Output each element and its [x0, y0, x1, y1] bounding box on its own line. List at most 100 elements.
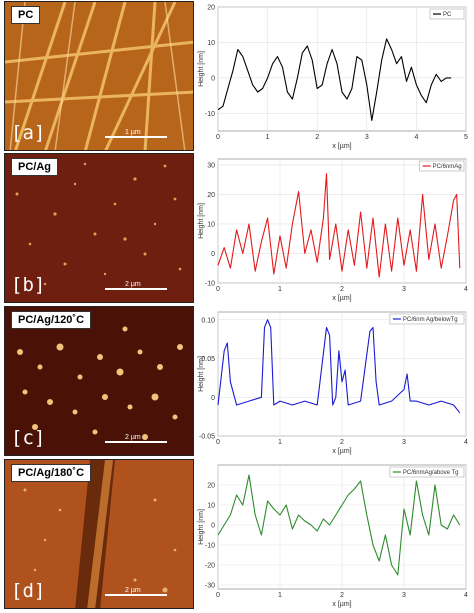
y-tick-label: -20: [205, 563, 215, 570]
y-tick-label: 10: [207, 221, 215, 228]
x-tick-label: 1: [278, 439, 282, 446]
series-line: [217, 319, 461, 414]
x-tick-label: 0: [216, 134, 220, 141]
x-tick-label: 0: [216, 286, 220, 293]
legend: PC/6nmAg: [419, 160, 465, 172]
height-profile-plot-b: 0 1 2 3 4 -10 0 10 20 30 x [µm] Height [nm] PC/6nmAg: [196, 153, 474, 303]
scale-bar: [105, 441, 167, 443]
row-a: PC [a] 1 µm 0 1 2 3 4 5 -10 0 10 20 x [µm] Height […: [0, 1, 474, 151]
x-tick-label: 0: [216, 592, 220, 599]
sample-tag: PC/Ag: [11, 158, 58, 176]
x-tick-label: 2: [315, 134, 319, 141]
legend: PC: [429, 8, 465, 20]
chart-svg: 0 1 2 3 4 -30 -20 -10 0 10 20 x [µm] Height [nm] PC/6…: [198, 464, 468, 608]
afm-image-a: PC [a] 1 µm: [4, 1, 194, 151]
x-axis-label: x [µm]: [332, 601, 351, 608]
x-tick-label: 4: [464, 286, 468, 293]
panel-letter: [a]: [11, 122, 46, 144]
afm-image-b: PC/Ag [b] 2 µm: [4, 153, 194, 303]
series-line: [217, 474, 461, 576]
x-axis-label: x [µm]: [332, 295, 351, 302]
y-tick-label: -10: [205, 281, 215, 288]
scale-bar: [105, 136, 167, 138]
afm-texture-b: [5, 154, 193, 302]
x-tick-label: 2: [340, 286, 344, 293]
x-tick-label: 2: [340, 592, 344, 599]
y-tick-label: 20: [207, 5, 215, 12]
x-tick-label: 1: [278, 592, 282, 599]
legend-label: PC/6nm Ag/belowTg: [403, 317, 458, 323]
y-axis-label: Height [nm]: [198, 509, 205, 545]
legend: PC/6nmAg/above Tg: [389, 466, 465, 478]
legend-box: [429, 8, 465, 20]
x-tick-label: 3: [365, 134, 369, 141]
x-axis-label: x [µm]: [332, 448, 351, 455]
legend-label: PC/6nmAg/above Tg: [403, 470, 459, 476]
y-tick-label: -10: [205, 111, 215, 118]
scale-label: 1 µm: [125, 129, 141, 136]
x-tick-label: 4: [464, 592, 468, 599]
series-line: [217, 173, 461, 278]
y-tick-label: -30: [205, 583, 215, 590]
series-line: [217, 38, 452, 121]
legend-box: [419, 160, 465, 172]
y-tick-label: 0.05: [201, 356, 215, 363]
sample-tag: PC: [11, 6, 41, 24]
scale-label: 2 µm: [125, 434, 141, 441]
scale-label: 2 µm: [125, 281, 141, 288]
x-tick-label: 4: [464, 439, 468, 446]
afm-texture-d: [5, 460, 193, 608]
x-tick-label: 1: [278, 286, 282, 293]
height-profile-plot-d: 0 1 2 3 4 -30 -20 -10 0 10 20 x [µm] Height [nm] PC/6…: [196, 459, 474, 609]
legend-box: [389, 313, 465, 325]
x-tick-label: 1: [266, 134, 270, 141]
height-profile-plot-c: 0 1 2 3 4 -0.05 0 0.05 0.10 x [µm] Height [nm] PC/6…: [196, 306, 474, 456]
afm-texture-a: [5, 2, 193, 150]
legend-label: PC/6nmAg: [433, 164, 462, 170]
chart-svg: 0 1 2 3 4 5 -10 0 10 20 x [µm] Height [nm] PC: [198, 5, 468, 151]
x-tick-label: 3: [402, 592, 406, 599]
x-tick-label: 3: [402, 439, 406, 446]
sample-tag: PC/Ag/180˚C: [11, 464, 92, 482]
x-tick-label: 4: [414, 134, 418, 141]
afm-image-c: PC/Ag/120˚C [c] 2 µm: [4, 306, 194, 456]
y-tick-label: 20: [207, 483, 215, 490]
scale-bar: [105, 288, 167, 290]
y-tick-label: 0: [211, 75, 215, 82]
height-profile-plot-a: 0 1 2 3 4 5 -10 0 10 20 x [µm] Height [nm] PC: [196, 1, 474, 151]
row-b: PC/Ag [b] 2 µm 0 1 2 3 4 -10 0 10 20 30 x [µm] Heig…: [0, 153, 474, 303]
scale-bar: [105, 594, 167, 596]
y-tick-label: 20: [207, 192, 215, 199]
panel-letter: [d]: [11, 580, 46, 602]
x-tick-label: 2: [340, 439, 344, 446]
x-tick-label: 0: [216, 439, 220, 446]
legend-label: PC: [443, 12, 452, 18]
legend-box: [389, 466, 465, 478]
y-tick-label: 0: [211, 523, 215, 530]
x-tick-label: 3: [402, 286, 406, 293]
y-tick-label: 30: [207, 162, 215, 169]
y-tick-label: 0: [211, 251, 215, 258]
plot-frame: [217, 6, 467, 132]
y-axis-label: Height [nm]: [198, 203, 205, 239]
x-axis-label: x [µm]: [332, 143, 351, 150]
y-axis-label: Height [nm]: [198, 51, 205, 87]
y-tick-label: -0.05: [199, 434, 215, 441]
y-tick-label: 10: [207, 40, 215, 47]
afm-image-d: PC/Ag/180˚C [d] 2 µm: [4, 459, 194, 609]
panel-letter: [c]: [11, 427, 46, 449]
row-c: PC/Ag/120˚C [c] 2 µm 0 1 2 3 4 -0.05 0 0.05 0.10…: [0, 306, 474, 456]
y-axis-label: Height [nm]: [198, 356, 205, 392]
scale-label: 2 µm: [125, 587, 141, 594]
y-tick-label: 0.10: [201, 317, 215, 324]
y-tick-label: -10: [205, 543, 215, 550]
afm-texture-c: [5, 307, 193, 455]
y-tick-label: 10: [207, 503, 215, 510]
row-d: PC/Ag/180˚C [d] 2 µm 0 1 2 3 4 -30 -20 -10 0 10 20…: [0, 459, 474, 609]
legend: PC/6nm Ag/belowTg: [389, 313, 465, 325]
panel-letter: [b]: [11, 274, 46, 296]
x-tick-label: 5: [464, 134, 468, 141]
sample-tag: PC/Ag/120˚C: [11, 311, 92, 329]
